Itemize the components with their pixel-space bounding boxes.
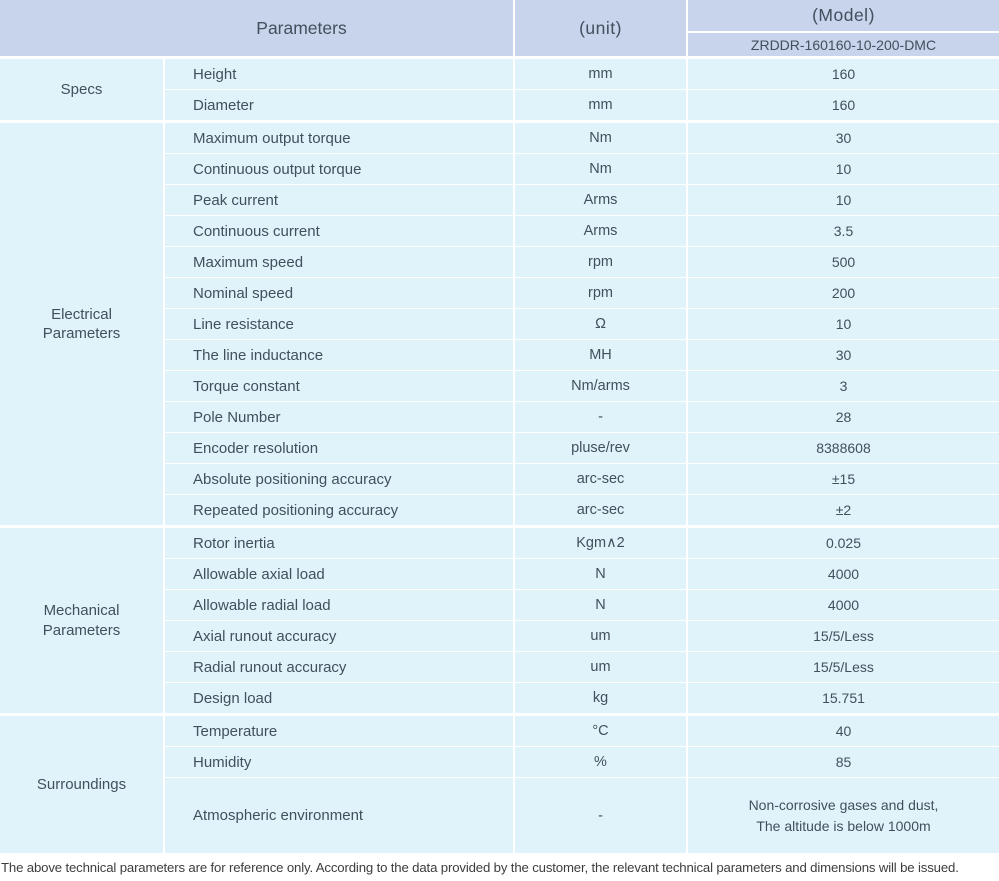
param-cell: Absolute positioning accuracy: [165, 464, 513, 494]
value-cell: 3: [688, 371, 999, 401]
param-cell: Maximum speed: [165, 247, 513, 277]
param-cell: Torque constant: [165, 371, 513, 401]
param-cell: Humidity: [165, 747, 513, 777]
unit-cell: N: [515, 559, 686, 589]
unit-cell: Nm: [515, 154, 686, 184]
unit-cell: %: [515, 747, 686, 777]
unit-cell: -: [515, 778, 686, 853]
param-cell: Diameter: [165, 90, 513, 120]
unit-cell: -: [515, 402, 686, 432]
param-cell: Encoder resolution: [165, 433, 513, 463]
unit-cell: °C: [515, 716, 686, 746]
section-label-text: Specs: [60, 80, 103, 98]
param-cell: Nominal speed: [165, 278, 513, 308]
unit-cell: Nm/arms: [515, 371, 686, 401]
value-cell: 85: [688, 747, 999, 777]
value-cell: 10: [688, 154, 999, 184]
value-cell: 30: [688, 123, 999, 153]
value-cell: 15/5/Less: [688, 621, 999, 651]
section-label-electrical-parameters: Electrical Parameters: [0, 123, 163, 525]
param-cell: Height: [165, 59, 513, 89]
unit-cell: rpm: [515, 247, 686, 277]
param-cell: Pole Number: [165, 402, 513, 432]
param-cell: Temperature: [165, 716, 513, 746]
value-cell: 8388608: [688, 433, 999, 463]
value-cell: 200: [688, 278, 999, 308]
unit-cell: mm: [515, 59, 686, 89]
value-cell: 15/5/Less: [688, 652, 999, 682]
value-cell: 500: [688, 247, 999, 277]
value-cell: 10: [688, 309, 999, 339]
footer-note: The above technical parameters are for r…: [1, 860, 959, 875]
section-label-text: Mechanical Parameters: [42, 602, 121, 639]
param-cell: Axial runout accuracy: [165, 621, 513, 651]
value-cell: 160: [688, 90, 999, 120]
section-specs: Specs Height mm 160 Diameter mm 160: [0, 59, 999, 120]
section-surroundings: Surroundings Temperature °C 40 Humidity% 85 At…: [0, 716, 999, 853]
unit-cell: arc-sec: [515, 464, 686, 494]
value-cell: 0.025: [688, 528, 999, 558]
param-cell: Continuous current: [165, 216, 513, 246]
param-cell: Rotor inertia: [165, 528, 513, 558]
table-header: Parameters (unit) (Model) ZRDDR-160160-1…: [0, 0, 999, 56]
value-cell: 10: [688, 185, 999, 215]
unit-cell: Arms: [515, 216, 686, 246]
value-cell: 4000: [688, 590, 999, 620]
value-cell: ±15: [688, 464, 999, 494]
unit-cell: um: [515, 621, 686, 651]
section-mechanical-parameters: Mechanical Parameters Rotor inertia Kgm∧2 0…: [0, 528, 999, 713]
value-cell: 3.5: [688, 216, 999, 246]
unit-cell: Ω: [515, 309, 686, 339]
value-cell: 160: [688, 59, 999, 89]
param-cell: Design load: [165, 683, 513, 713]
param-cell: Radial runout accuracy: [165, 652, 513, 682]
param-cell: Continuous output torque: [165, 154, 513, 184]
section-label-text: Surroundings: [36, 775, 127, 793]
unit-cell: rpm: [515, 278, 686, 308]
param-cell: Line resistance: [165, 309, 513, 339]
unit-cell: pluse/rev: [515, 433, 686, 463]
section-label-mechanical-parameters: Mechanical Parameters: [0, 528, 163, 713]
param-cell: Atmospheric environment: [165, 778, 513, 853]
value-cell: 4000: [688, 559, 999, 589]
param-cell: Allowable radial load: [165, 590, 513, 620]
unit-cell: mm: [515, 90, 686, 120]
param-cell: The line inductance: [165, 340, 513, 370]
unit-cell: MH: [515, 340, 686, 370]
value-cell: ±2: [688, 495, 999, 525]
unit-cell: N: [515, 590, 686, 620]
header-parameters: Parameters: [0, 0, 513, 56]
section-label-surroundings: Surroundings: [0, 716, 163, 853]
unit-cell: arc-sec: [515, 495, 686, 525]
section-label-text: Electrical Parameters: [42, 305, 121, 343]
param-cell: Maximum output torque: [165, 123, 513, 153]
value-cell: Non-corrosive gases and dust, The altitu…: [688, 778, 999, 853]
section-label-specs: Specs: [0, 59, 163, 120]
param-cell: Peak current: [165, 185, 513, 215]
value-cell: 30: [688, 340, 999, 370]
table-body: Specs Height mm 160 Diameter mm 160 Electrical …: [0, 59, 999, 853]
unit-cell: kg: [515, 683, 686, 713]
param-cell: Repeated positioning accuracy: [165, 495, 513, 525]
section-electrical-parameters: Electrical Parameters Maximum output torq…: [0, 123, 999, 525]
unit-cell: Nm: [515, 123, 686, 153]
header-model-number: ZRDDR-160160-10-200-DMC: [688, 33, 999, 56]
unit-cell: Arms: [515, 185, 686, 215]
value-cell: 15.751: [688, 683, 999, 713]
param-cell: Allowable axial load: [165, 559, 513, 589]
header-unit: (unit): [515, 0, 686, 56]
unit-cell: um: [515, 652, 686, 682]
value-cell: 40: [688, 716, 999, 746]
unit-cell: Kgm∧2: [515, 528, 686, 558]
header-model: (Model): [688, 0, 999, 31]
value-cell: 28: [688, 402, 999, 432]
